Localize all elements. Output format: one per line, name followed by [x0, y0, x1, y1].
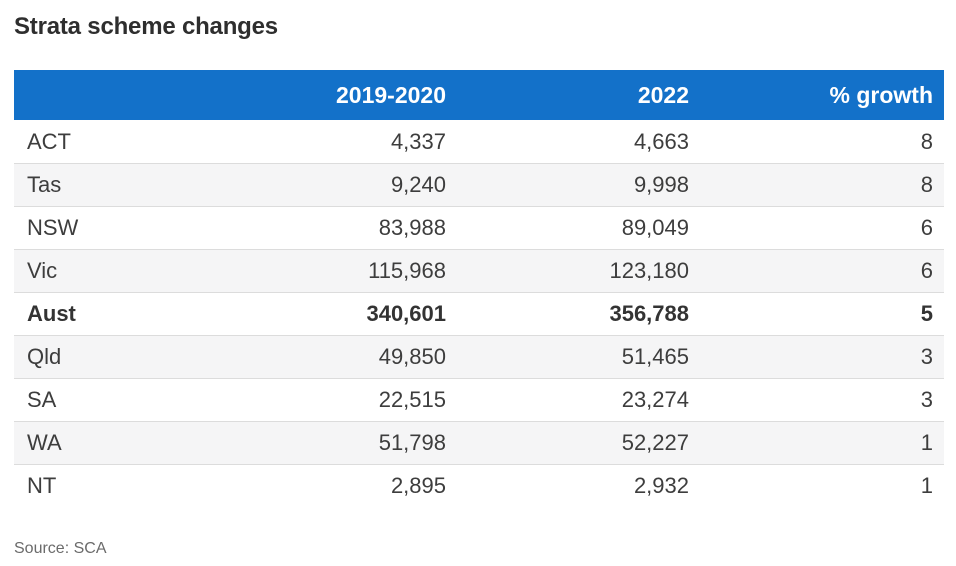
table-body: ACT 4,337 4,663 8 Tas 9,240 9,998 8 NSW 83,988 89,… [14, 120, 944, 507]
cell-2019-2020: 51,798 [378, 430, 446, 455]
table-row: Vic 115,968 123,180 6 [14, 249, 944, 292]
cell-growth: 3 [920, 344, 933, 369]
cell-2019-2020: 22,515 [378, 387, 446, 412]
cell-2022: 52,227 [621, 430, 689, 455]
cell-2019-2020: 83,988 [378, 215, 446, 240]
table-header-row: 2019-2020 2022 % growth [14, 70, 944, 120]
table-row: Tas 9,240 9,998 8 [14, 163, 944, 206]
cell-growth: 8 [920, 172, 933, 197]
cell-2022: 4,663 [633, 128, 689, 154]
cell-growth: 5 [920, 301, 933, 326]
cell-growth: 6 [920, 258, 933, 283]
cell-growth: 3 [920, 387, 933, 412]
table-row: ACT 4,337 4,663 8 [14, 120, 944, 163]
table-row: NSW 83,988 89,049 6 [14, 206, 944, 249]
source-note: Source: SCA [14, 540, 107, 557]
cell-2019-2020: 2,895 [390, 473, 446, 498]
row-label: NT [27, 473, 57, 498]
row-label: WA [27, 430, 62, 455]
cell-2019-2020: 49,850 [378, 344, 446, 369]
cell-growth: 1 [920, 430, 933, 455]
table-row: Qld 49,850 51,465 3 [14, 335, 944, 378]
table-row: SA 22,515 23,274 3 [14, 378, 944, 421]
cell-2022: 123,180 [609, 258, 689, 283]
row-label: Tas [27, 172, 62, 197]
strata-scheme-table: 2019-2020 2022 % growth ACT 4,337 4,663 8 Ta… [14, 70, 944, 507]
row-label: Aust [27, 301, 76, 326]
cell-2022: 23,274 [621, 387, 689, 412]
cell-2022: 9,998 [633, 172, 689, 197]
cell-2022: 356,788 [609, 301, 689, 326]
row-label: Qld [27, 344, 62, 369]
cell-2019-2020: 340,601 [366, 301, 446, 326]
table-row: WA 51,798 52,227 1 [14, 421, 944, 464]
cell-2022: 2,932 [633, 473, 689, 498]
row-label: NSW [27, 215, 79, 240]
column-header-growth: % growth [829, 81, 934, 108]
cell-2022: 51,465 [621, 344, 689, 369]
cell-growth: 1 [920, 473, 933, 498]
row-label: ACT [27, 128, 71, 154]
row-label: SA [27, 387, 57, 412]
cell-2019-2020: 4,337 [390, 128, 446, 154]
cell-2022: 89,049 [621, 215, 689, 240]
page-title: Strata scheme changes [14, 13, 278, 40]
cell-growth: 6 [920, 215, 933, 240]
table-row: NT 2,895 2,932 1 [14, 464, 944, 507]
column-header-2019-2020: 2019-2020 [336, 81, 446, 108]
cell-2019-2020: 115,968 [368, 258, 446, 283]
column-header-2022: 2022 [637, 81, 689, 108]
cell-2019-2020: 9,240 [390, 172, 446, 197]
cell-growth: 8 [920, 128, 933, 154]
table-row: Aust 340,601 356,788 5 [14, 292, 944, 335]
row-label: Vic [27, 258, 58, 283]
